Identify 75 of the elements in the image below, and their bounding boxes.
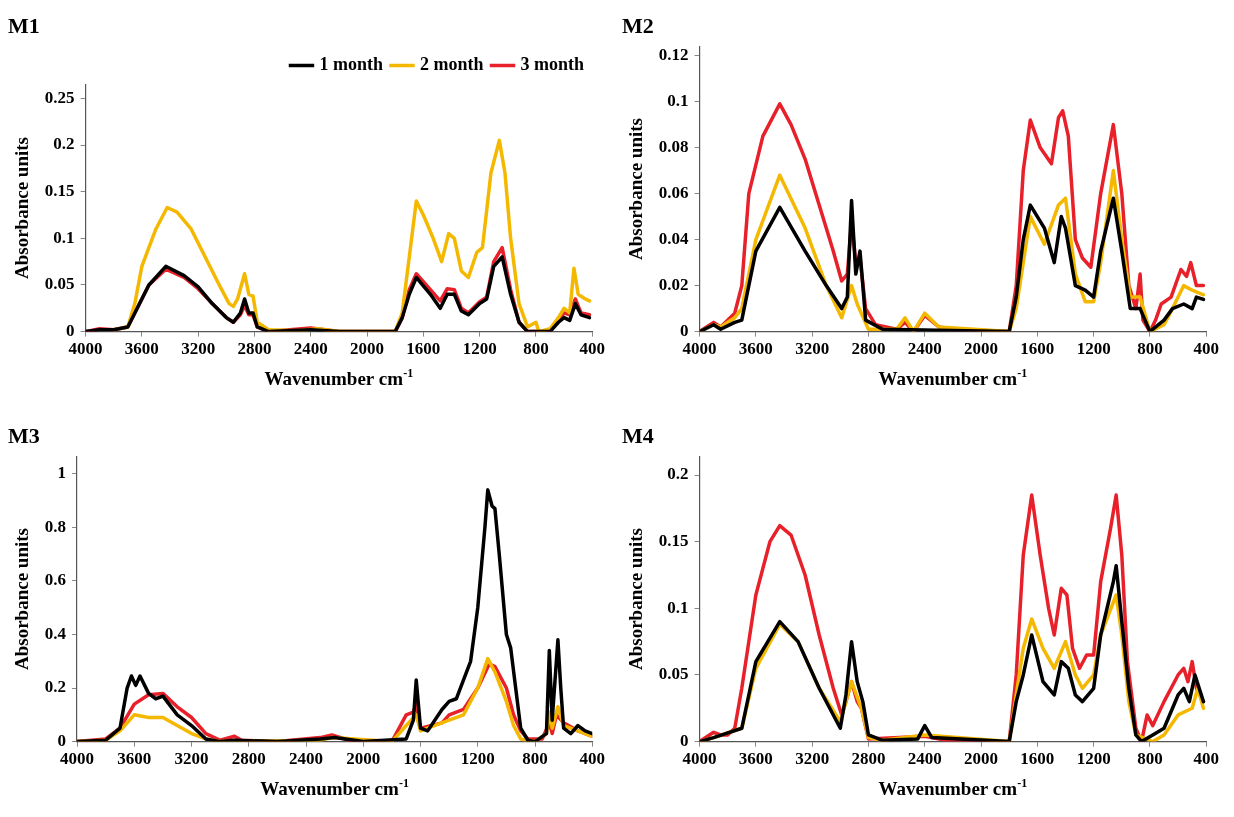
y-tick-label: 0.2: [667, 464, 689, 484]
y-tick-label: 0.15: [44, 181, 75, 201]
x-tick-label: 2800: [851, 339, 886, 359]
x-tick-label: 2800: [237, 339, 272, 359]
x-tick-label: 3600: [124, 339, 159, 359]
x-tick-label: 3200: [795, 339, 830, 359]
y-tick-label: 0.8: [44, 516, 67, 536]
x-tick-label: 3600: [738, 749, 773, 769]
y-tick-label: 0: [66, 320, 75, 340]
x-tick-label: 2400: [907, 339, 942, 359]
x-tick-label: 400: [579, 749, 605, 769]
x-tick-label: 1200: [460, 749, 495, 769]
legend-label: 1 month: [319, 54, 383, 75]
x-tick-label: 1600: [403, 749, 438, 769]
y-tick-label: 0.1: [53, 227, 75, 247]
x-tick-label: 2400: [289, 749, 324, 769]
y-tick-label: 0.2: [53, 134, 75, 154]
x-tick-label: 1200: [462, 339, 497, 359]
legend-label: 2 month: [419, 54, 484, 75]
x-tick-label: 400: [579, 339, 605, 359]
x-tick-label: 2800: [231, 749, 266, 769]
x-tick-label: 2000: [350, 339, 385, 359]
y-tick-label: 0.05: [658, 664, 689, 684]
x-tick-label: 1200: [1076, 749, 1111, 769]
y-axis-title: Absorbance units: [625, 118, 647, 260]
x-tick-label: 3600: [117, 749, 152, 769]
x-tick-label: 2000: [964, 749, 999, 769]
x-tick-label: 2800: [851, 749, 886, 769]
y-tick-label: 0.1: [667, 597, 689, 617]
x-tick-label: 3600: [738, 339, 773, 359]
x-tick-label: 4000: [60, 749, 95, 769]
x-tick-label: 2400: [293, 339, 328, 359]
y-tick-label: 1: [57, 463, 67, 483]
x-tick-label: 3200: [181, 339, 216, 359]
chart-title: M4: [622, 422, 654, 448]
x-tick-label: 1600: [406, 339, 441, 359]
chart-title: M2: [622, 12, 654, 38]
chart-title: M3: [8, 422, 40, 448]
y-tick-label: 0.04: [658, 228, 690, 248]
x-tick-label: 800: [1137, 339, 1163, 359]
x-tick-label: 3200: [174, 749, 209, 769]
y-axis-title: Absorbance units: [11, 137, 33, 279]
x-tick-label: 4000: [68, 339, 103, 359]
x-tick-label: 2000: [964, 339, 999, 359]
x-tick-label: 400: [1193, 339, 1219, 359]
y-tick-label: 0.4: [44, 623, 67, 643]
y-tick-label: 0.6: [44, 570, 67, 590]
legend-label: 3 month: [520, 54, 585, 75]
x-tick-label: 400: [1193, 749, 1219, 769]
x-tick-label: 3200: [795, 749, 830, 769]
y-tick-label: 0.2: [44, 677, 67, 697]
y-tick-label: 0: [57, 730, 67, 750]
x-tick-label: 1600: [1020, 339, 1055, 359]
x-tick-label: 1600: [1020, 749, 1055, 769]
x-tick-label: 2000: [346, 749, 381, 769]
x-tick-label: 4000: [682, 339, 717, 359]
y-tick-label: 0.02: [658, 274, 689, 294]
y-tick-label: 0.25: [44, 87, 75, 107]
x-tick-label: 800: [522, 749, 548, 769]
y-tick-label: 0.15: [658, 531, 689, 551]
x-tick-label: 2400: [907, 749, 942, 769]
y-tick-label: 0.12: [658, 44, 689, 64]
y-tick-label: 0.08: [658, 136, 689, 156]
y-axis-title: Absorbance units: [11, 528, 33, 670]
y-axis-title: Absorbance units: [625, 528, 647, 670]
x-tick-label: 800: [523, 339, 549, 359]
y-tick-label: 0.06: [658, 182, 689, 202]
y-tick-label: 0.1: [667, 90, 689, 110]
x-tick-label: 800: [1137, 749, 1163, 769]
chart-title: M1: [8, 12, 40, 38]
x-tick-label: 1200: [1076, 339, 1111, 359]
y-tick-label: 0: [680, 320, 689, 340]
y-tick-label: 0: [680, 730, 689, 750]
x-tick-label: 4000: [682, 749, 717, 769]
y-tick-label: 0.05: [44, 274, 75, 294]
